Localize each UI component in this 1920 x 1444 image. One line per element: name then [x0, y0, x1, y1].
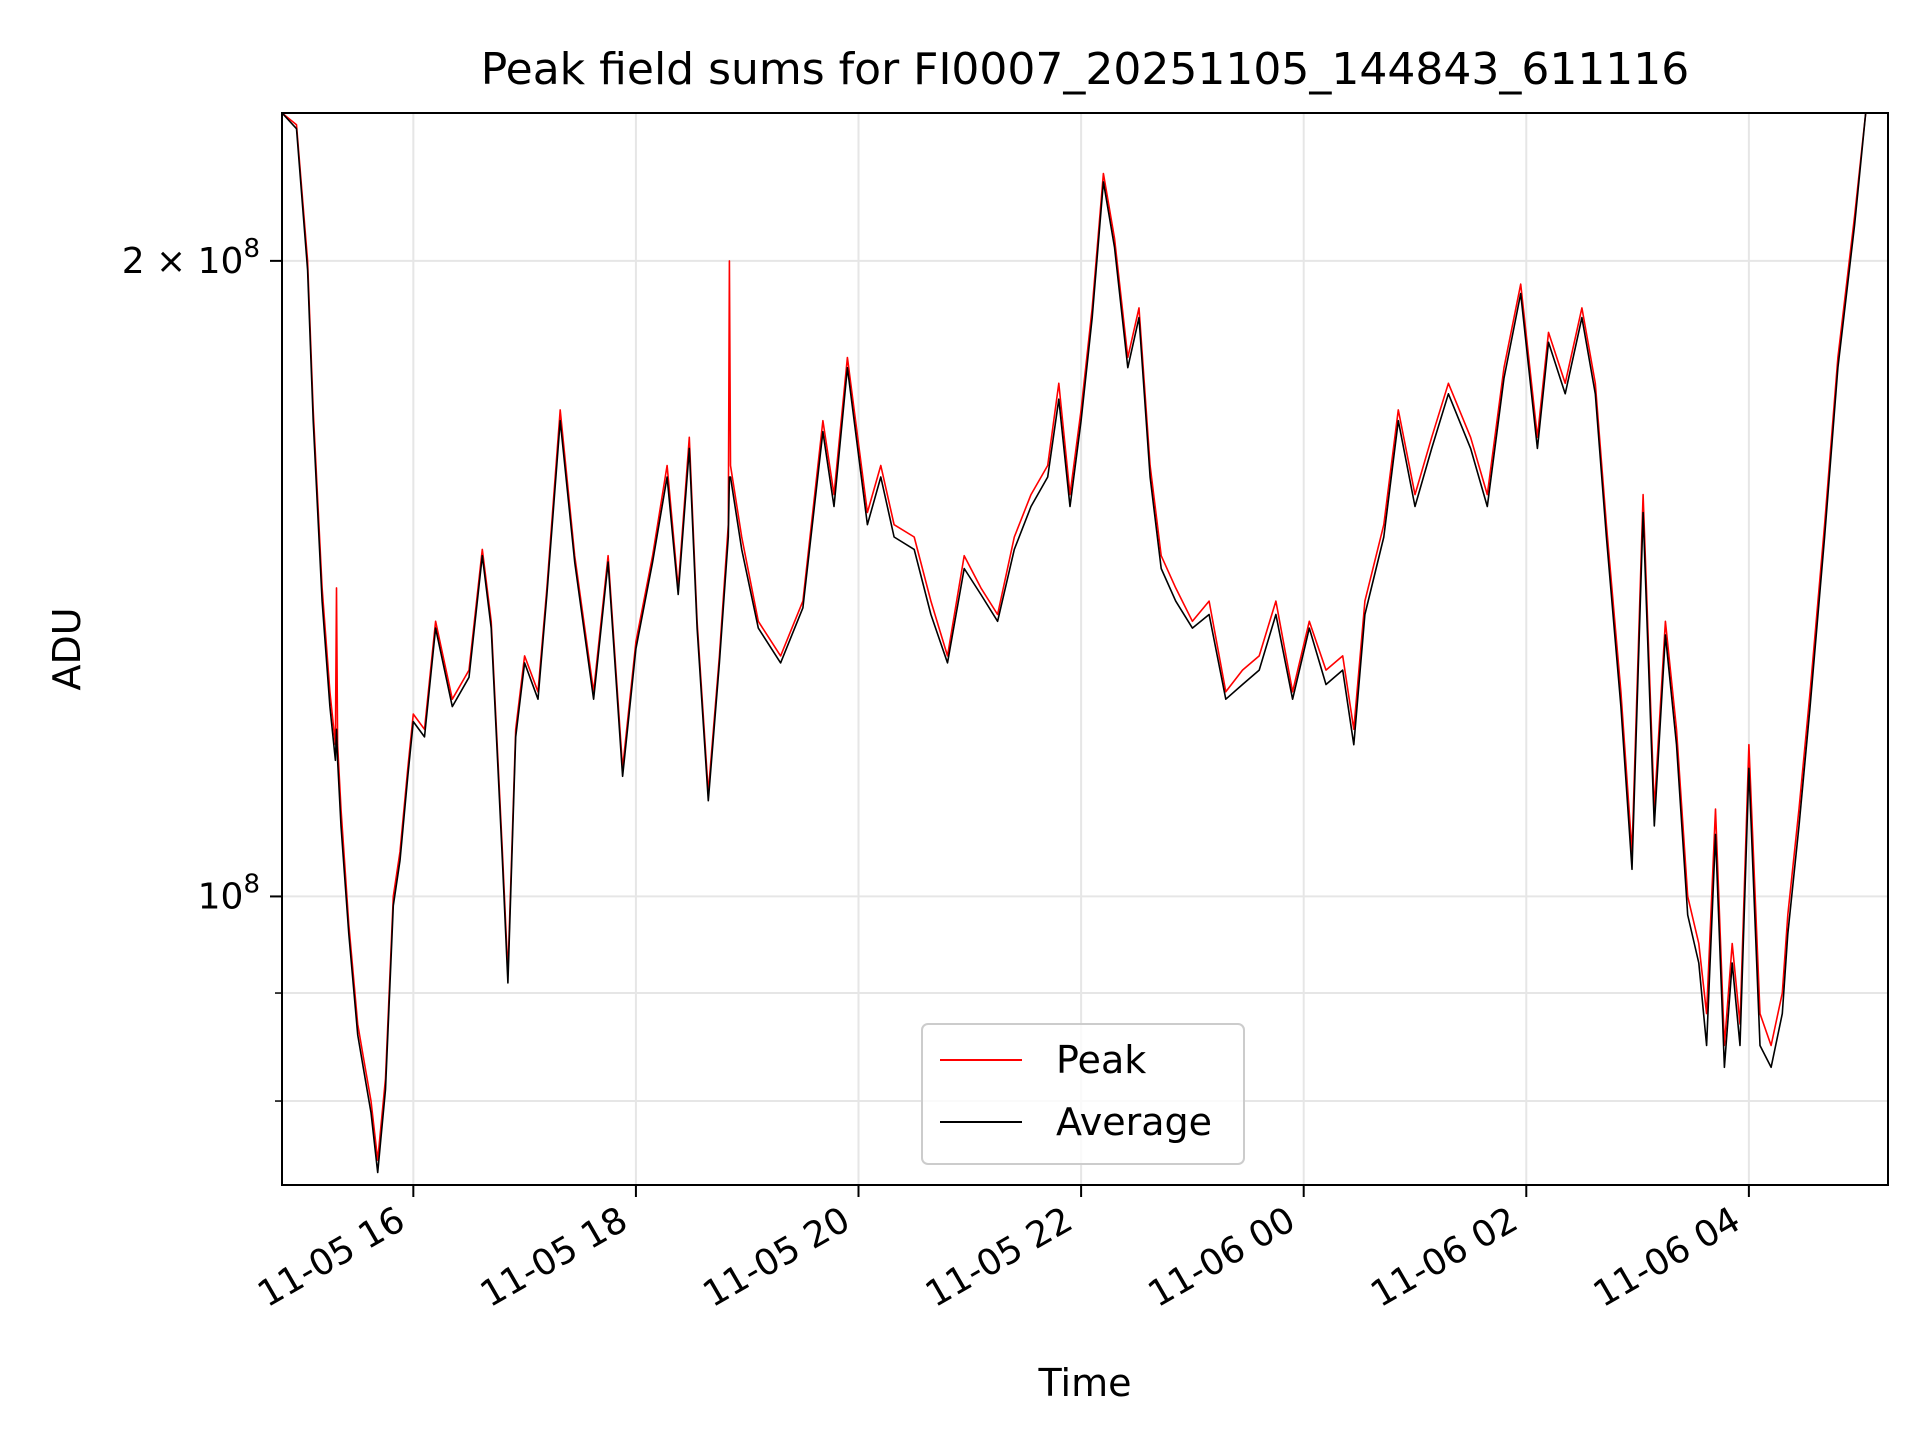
y-axis-label: ADU	[45, 607, 89, 690]
legend-label-peak: Peak	[1056, 1038, 1146, 1082]
series-line-average	[282, 113, 1888, 1174]
series-line-peak	[282, 113, 1888, 1161]
plot-frame	[281, 112, 1889, 1186]
y-axis: 108 2 × 108	[122, 234, 282, 1102]
series-layer	[282, 113, 1888, 1174]
plot-area	[282, 113, 1888, 1174]
chart-title: Peak field sums for FI0007_20251105_1448…	[481, 44, 1690, 95]
x-axis-label: Time	[1038, 1361, 1132, 1405]
y-tick-label-1: 2 × 108	[122, 234, 260, 282]
legend-label-average: Average	[1056, 1100, 1212, 1144]
legend: Peak Average	[921, 1023, 1245, 1165]
y-tick-label-0: 108	[198, 869, 260, 917]
